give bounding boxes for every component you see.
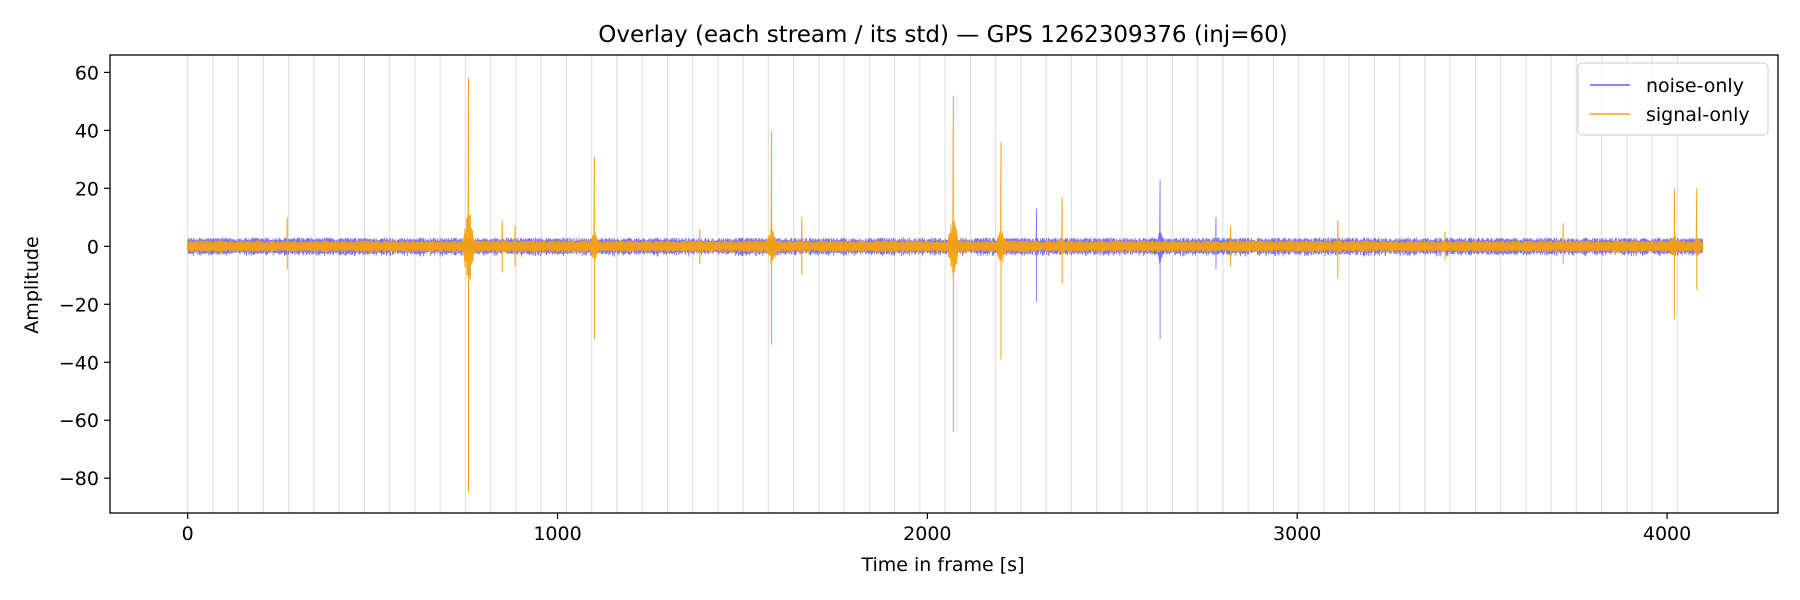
legend-label-noise-only: noise-only	[1646, 75, 1744, 97]
legend: noise-only signal-only	[1577, 62, 1769, 136]
y-tick-label: 0	[87, 236, 99, 258]
y-axis-label: Amplitude	[21, 236, 43, 333]
y-tick-label: 60	[75, 62, 99, 84]
y-tick-label: 20	[75, 178, 99, 200]
x-tick-label: 4000	[1643, 523, 1691, 545]
plot-area: 0 1000 2000 3000 4000 −80 −60 −40 −20 0 20 40 60	[59, 54, 1779, 545]
chart-title: Overlay (each stream / its std) — GPS 12…	[598, 22, 1287, 48]
x-tick-label: 0	[182, 523, 194, 545]
x-tick-label: 3000	[1273, 523, 1321, 545]
vertical-guides	[187, 55, 1678, 513]
y-tick-label: −80	[59, 468, 99, 490]
axes-frame	[109, 54, 1779, 514]
y-tick-label: 40	[75, 120, 99, 142]
y-tick-label: −40	[59, 352, 99, 374]
series-line-signal-only	[187, 78, 1704, 493]
x-tick-label: 2000	[903, 523, 951, 545]
y-tick-label: −20	[59, 294, 99, 316]
legend-label-signal-only: signal-only	[1646, 104, 1750, 126]
legend-box	[1577, 62, 1769, 136]
x-axis-label: Time in frame [s]	[860, 554, 1024, 576]
x-tick-label: 1000	[533, 523, 581, 545]
y-tick-label: −60	[59, 410, 99, 432]
